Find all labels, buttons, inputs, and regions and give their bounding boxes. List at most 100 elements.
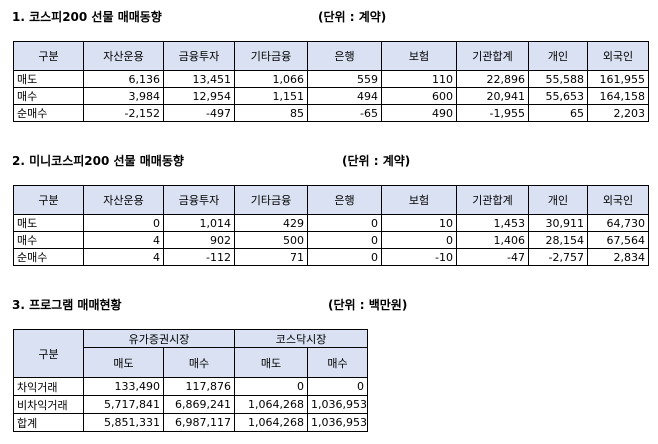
table-cell: 133,490	[83, 377, 164, 396]
table-cell: 161,955	[587, 70, 649, 88]
header-cell: 금융투자	[163, 185, 235, 215]
table-cell: 20,941	[456, 87, 529, 105]
table-cell: 600	[381, 87, 457, 105]
table-cell: 0	[234, 377, 309, 396]
section3-title: 3. 프로그램 매매현황	[12, 298, 122, 312]
table-cell: 22,896	[456, 70, 529, 88]
header-cell: 은행	[307, 41, 382, 71]
table-cell: 30,911	[528, 214, 588, 232]
table-cell: -2,152	[83, 104, 164, 122]
table-row: 매도 6,136 13,451 1,066 559 110 22,896 55,…	[13, 70, 649, 88]
table-cell: 2,834	[587, 248, 649, 266]
row-label: 순매수	[13, 248, 84, 266]
program-trading-table: 구분 유가증권시장 코스닥시장 매도 매수 매도 매수 차익거래 133,490…	[13, 329, 369, 432]
header-cell: 기타금융	[234, 185, 308, 215]
table-cell: -2,757	[528, 248, 588, 266]
table-cell: 28,154	[528, 231, 588, 249]
table-row: 매수 4 902 500 0 0 1,406 28,154 67,564	[13, 231, 649, 249]
table-row: 비차익거래 5,717,841 6,869,241 1,064,268 1,03…	[13, 395, 369, 414]
header-cell: 구분	[13, 329, 84, 378]
header-cell: 매도	[83, 347, 164, 378]
table-cell: 0	[381, 231, 457, 249]
table-row: 합계 5,851,331 6,987,117 1,064,268 1,036,9…	[13, 413, 369, 432]
table-cell: 1,036,953	[307, 413, 369, 432]
row-label: 순매수	[13, 104, 84, 122]
header-cell: 구분	[13, 185, 84, 215]
table-cell: 164,158	[587, 87, 649, 105]
row-label: 비차익거래	[13, 395, 84, 414]
table-cell: 0	[307, 231, 382, 249]
table-row: 매도 0 1,014 429 0 10 1,453 30,911 64,730	[13, 214, 649, 232]
header-cell: 구분	[13, 41, 84, 71]
table-subheader-row: 매도 매수 매도 매수	[14, 347, 369, 378]
header-cell: 금융투자	[163, 41, 235, 71]
header-cell: 자산운용	[83, 41, 164, 71]
table-row: 차익거래 133,490 117,876 0 0	[13, 377, 369, 396]
table-cell: 55,653	[528, 87, 588, 105]
table-cell: -1,955	[456, 104, 529, 122]
table-cell: 3,984	[83, 87, 164, 105]
header-cell: 외국인	[587, 185, 649, 215]
table-cell: 71	[234, 248, 308, 266]
table-cell: 1,406	[456, 231, 529, 249]
table-cell: 5,717,841	[83, 395, 164, 414]
table-cell: 0	[307, 248, 382, 266]
header-cell: 매수	[162, 347, 236, 378]
section3-unit: (단위 : 백만원)	[328, 298, 408, 312]
section2-unit: (단위 : 계약)	[342, 154, 411, 168]
table-header-row: 구분 유가증권시장 코스닥시장	[13, 329, 369, 378]
table-header-row: 구분 자산운용 금융투자 기타금융 은행 보험 기관합계 개인 외국인	[13, 41, 649, 71]
table-cell: 10	[381, 214, 457, 232]
row-label: 차익거래	[13, 377, 84, 396]
header-cell: 기관합계	[456, 185, 529, 215]
table-header-row: 구분 자산운용 금융투자 기타금융 은행 보험 기관합계 개인 외국인	[13, 185, 649, 215]
table-cell: -65	[307, 104, 382, 122]
header-cell: 외국인	[587, 41, 649, 71]
header-cell: 기타금융	[234, 41, 308, 71]
section1-title: 1. 코스피200 선물 매매동향	[12, 10, 162, 24]
table-cell: -112	[163, 248, 235, 266]
table-cell: -47	[456, 248, 529, 266]
header-cell: 매도	[234, 347, 309, 378]
table-row: 매수 3,984 12,954 1,151 494 600 20,941 55,…	[13, 87, 649, 105]
row-label: 매수	[13, 87, 84, 105]
group-header-kosdaq: 코스닥시장	[234, 329, 369, 348]
row-label: 매도	[13, 70, 84, 88]
table-cell: 494	[307, 87, 382, 105]
table-cell: 6,869,241	[162, 395, 236, 414]
table-cell: 1,036,953	[307, 395, 369, 414]
row-label: 합계	[13, 413, 84, 432]
table-cell: 1,066	[234, 70, 308, 88]
table-row: 순매수 4 -112 71 0 -10 -47 -2,757 2,834	[13, 248, 649, 266]
table-row: 순매수 -2,152 -497 85 -65 490 -1,955 65 2,2…	[13, 104, 649, 122]
header-cell: 기관합계	[456, 41, 529, 71]
header-cell: 보험	[381, 185, 457, 215]
table-cell: 429	[234, 214, 308, 232]
table-cell: -497	[163, 104, 235, 122]
section2-title: 2. 미니코스피200 선물 매매동향	[12, 154, 184, 168]
table-cell: 6,136	[83, 70, 164, 88]
table-cell: 2,203	[587, 104, 649, 122]
header-cell: 개인	[528, 185, 588, 215]
table-cell: 117,876	[162, 377, 236, 396]
table-cell: 4	[83, 248, 164, 266]
table-cell: 4	[83, 231, 164, 249]
table-cell: 1,014	[163, 214, 235, 232]
table-cell: 1,151	[234, 87, 308, 105]
table-cell: 1,064,268	[234, 395, 309, 414]
group-header-securities: 유가증권시장	[82, 329, 236, 348]
table-cell: 559	[307, 70, 382, 88]
table-cell: 110	[381, 70, 457, 88]
table-cell: 64,730	[587, 214, 649, 232]
table-cell: -10	[381, 248, 457, 266]
table-cell: 5,851,331	[83, 413, 164, 432]
table-cell: 55,588	[528, 70, 588, 88]
table-cell: 490	[381, 104, 457, 122]
header-cell: 보험	[381, 41, 457, 71]
table-cell: 65	[528, 104, 588, 122]
table-cell: 0	[83, 214, 164, 232]
header-cell: 자산운용	[83, 185, 164, 215]
mini-kospi200-futures-table: 구분 자산운용 금융투자 기타금융 은행 보험 기관합계 개인 외국인 매도 0…	[13, 185, 649, 266]
table-cell: 13,451	[163, 70, 235, 88]
table-cell: 6,987,117	[162, 413, 236, 432]
